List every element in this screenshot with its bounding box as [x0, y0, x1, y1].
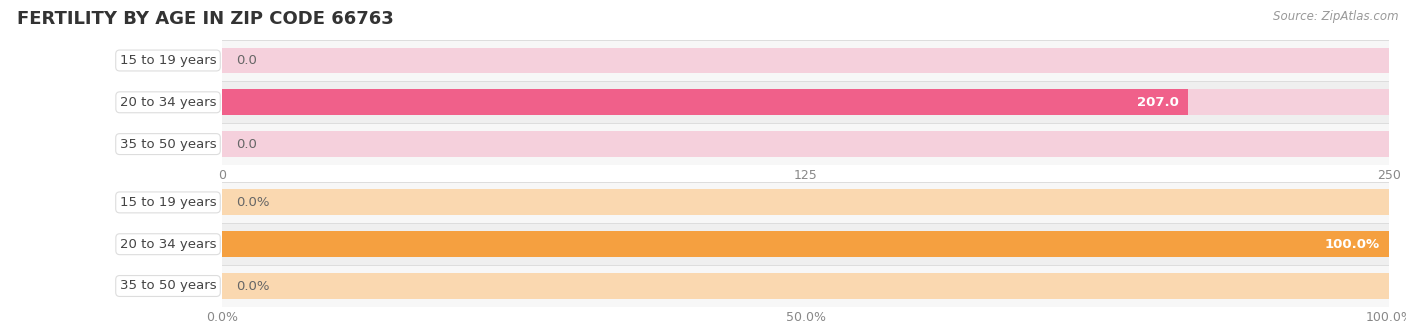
Bar — [222, 265, 1389, 307]
Text: 100.0%: 100.0% — [1324, 238, 1379, 251]
Text: 20 to 34 years: 20 to 34 years — [120, 238, 217, 251]
Bar — [222, 231, 1389, 257]
Text: 35 to 50 years: 35 to 50 years — [120, 138, 217, 150]
Bar — [222, 273, 1389, 299]
Bar — [222, 182, 1389, 223]
Bar — [222, 89, 1389, 115]
Bar — [222, 48, 1389, 74]
Text: 207.0: 207.0 — [1137, 96, 1180, 109]
Text: 15 to 19 years: 15 to 19 years — [120, 54, 217, 67]
Bar — [222, 189, 1389, 215]
Bar — [222, 82, 1389, 123]
Bar — [222, 223, 1389, 265]
Text: 15 to 19 years: 15 to 19 years — [120, 196, 217, 209]
Text: 0.0: 0.0 — [236, 138, 257, 150]
Bar — [222, 123, 1389, 165]
Bar — [222, 40, 1389, 82]
Text: 35 to 50 years: 35 to 50 years — [120, 280, 217, 292]
Text: 0.0: 0.0 — [236, 54, 257, 67]
Text: Source: ZipAtlas.com: Source: ZipAtlas.com — [1274, 10, 1399, 23]
Bar — [222, 231, 1389, 257]
Bar — [222, 89, 1188, 115]
Text: FERTILITY BY AGE IN ZIP CODE 66763: FERTILITY BY AGE IN ZIP CODE 66763 — [17, 10, 394, 28]
Text: 0.0%: 0.0% — [236, 196, 270, 209]
Text: 0.0%: 0.0% — [236, 280, 270, 292]
Bar — [222, 131, 1389, 157]
Text: 20 to 34 years: 20 to 34 years — [120, 96, 217, 109]
